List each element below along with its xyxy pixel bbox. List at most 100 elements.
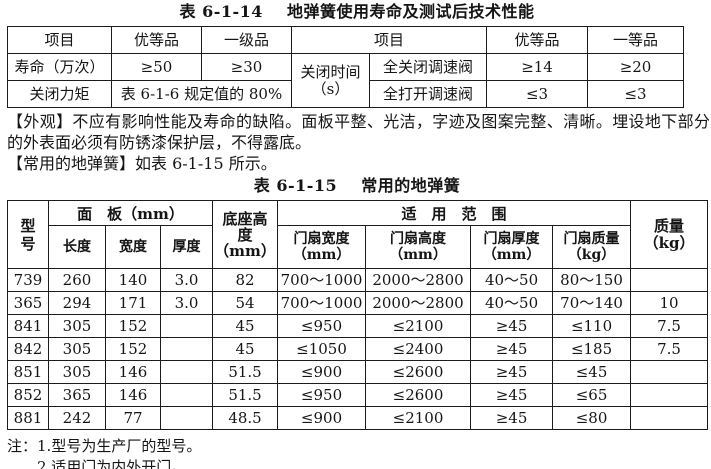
t2-header-door-width: 门扇宽度 （mm） bbox=[277, 225, 367, 269]
t2-header-mass-unit: （kg） bbox=[643, 233, 695, 252]
cell-base-height: 54 bbox=[212, 291, 279, 315]
table1-title-text: 地弹簧使用寿命及测试后技术性能 bbox=[286, 2, 535, 21]
cell-mass bbox=[630, 360, 709, 384]
cell-door-thickness: ≥45 bbox=[470, 337, 554, 361]
table-row: 851 305 146 51.5 ≤900 ≤2600 ≥45 ≤45 bbox=[7, 360, 709, 384]
cell-door-thickness: ≥45 bbox=[470, 314, 554, 338]
table-row: 842 305 152 45 ≤1050 ≤2400 ≥45 ≤185 7.5 bbox=[7, 337, 709, 361]
cell-model: 365 bbox=[7, 291, 49, 315]
table1-life-row: 寿命（万次） ≥50 ≥30 关闭时间 （s） 全关闭调速阀 ≥14 ≥20 bbox=[7, 53, 685, 108]
appearance-paragraph: 【外观】不应有影响性能及寿命的缺陷。面板平整、光洁，字迹及图案完整、清晰。埋设地… bbox=[7, 112, 710, 152]
t2-header-model: 型号 bbox=[7, 200, 49, 269]
cell-base-height: 45 bbox=[212, 337, 279, 361]
t1-valve-closed-grade: ≥20 bbox=[587, 53, 685, 81]
table1-title: 表 6-1-14 地弹簧使用寿命及测试后技术性能 bbox=[7, 2, 707, 22]
cell-model: 851 bbox=[7, 360, 49, 384]
cell-length: 242 bbox=[48, 406, 106, 430]
t1-life-premium: ≥50 bbox=[111, 53, 202, 81]
t1-valve-open-premium: ≤3 bbox=[486, 80, 589, 108]
table-row: 739 260 140 3.0 82 700～1000 2000～2800 40… bbox=[7, 268, 709, 292]
t1-header-grade-left: 一级品 bbox=[201, 26, 292, 54]
cell-door-height: ≤2100 bbox=[365, 406, 472, 430]
t2-header-door-height-label: 门扇高度 bbox=[390, 231, 447, 247]
cell-width: 152 bbox=[105, 337, 161, 361]
t1-valve-closed-label: 全关闭调速阀 bbox=[368, 53, 488, 81]
table-row: 365 294 171 3.0 54 700～1000 2000～2800 40… bbox=[7, 291, 709, 315]
cell-thickness bbox=[159, 383, 214, 407]
t2-header-door-height: 门扇高度 （mm） bbox=[365, 225, 472, 269]
t2-header-mass: 质量 （kg） bbox=[630, 200, 709, 269]
t2-header-model-label: 型号 bbox=[20, 216, 36, 253]
table2-header-row-1: 型号 面 板（mm） 底座高度 （mm） 适 用 范 围 质量 （kg） bbox=[7, 200, 709, 269]
t1-valve-closed-premium: ≥14 bbox=[486, 53, 589, 81]
table1-header-row: 项目 优等品 一级品 项目 优等品 一等品 bbox=[7, 26, 685, 54]
cell-thickness bbox=[159, 314, 214, 338]
table-row: 881 242 77 48.5 ≤900 ≤2100 ≥45 ≤80 bbox=[7, 406, 709, 430]
table-row: 841 305 152 45 ≤950 ≤2100 ≥45 ≤110 7.5 bbox=[7, 314, 709, 338]
cell-thickness: 3.0 bbox=[159, 268, 214, 292]
cell-door-thickness: ≥45 bbox=[470, 383, 554, 407]
cell-mass: 7.5 bbox=[630, 337, 709, 361]
t2-header-door-thickness-unit: （mm） bbox=[482, 247, 541, 263]
cell-door-thickness: ≥45 bbox=[470, 360, 554, 384]
t2-header-door-width-unit: （mm） bbox=[292, 247, 351, 263]
t2-header-base-unit: （mm） bbox=[214, 241, 276, 260]
cell-mass: 10 bbox=[630, 291, 709, 315]
cell-length: 260 bbox=[48, 268, 106, 292]
t1-torque-label: 关闭力矩 bbox=[7, 80, 112, 108]
t1-life-label: 寿命（万次） bbox=[7, 53, 112, 81]
cell-length: 305 bbox=[48, 337, 106, 361]
cell-thickness: 3.0 bbox=[159, 291, 214, 315]
cell-door-mass: 80～150 bbox=[552, 268, 632, 292]
cell-mass: 7.5 bbox=[630, 314, 709, 338]
cell-mass bbox=[630, 406, 709, 430]
table-6-1-14: 项目 优等品 一级品 项目 优等品 一等品 寿命（万次） ≥50 ≥30 关闭时… bbox=[7, 26, 685, 108]
footnote-prefix: 注： bbox=[7, 437, 38, 455]
cell-mass bbox=[630, 383, 709, 407]
cell-door-mass: ≤110 bbox=[552, 314, 632, 338]
footnote-1: 注：1.型号为生产厂的型号。 bbox=[7, 436, 707, 457]
table-6-1-15: 型号 面 板（mm） 底座高度 （mm） 适 用 范 围 质量 （kg） 长度 … bbox=[7, 200, 709, 430]
table2-title-text: 常用的地弹簧 bbox=[361, 176, 461, 195]
footnote-2: 2.适用门为内外开门。 bbox=[7, 457, 707, 469]
table1-title-label: 表 6-1-14 bbox=[179, 2, 263, 21]
footnotes: 注：1.型号为生产厂的型号。 2.适用门为内外开门。 bbox=[7, 436, 707, 469]
footnote-1-text: 1.型号为生产厂的型号。 bbox=[37, 437, 202, 455]
cell-base-height: 51.5 bbox=[212, 360, 279, 384]
cell-door-thickness: 40～50 bbox=[470, 268, 554, 292]
cell-door-width: ≤950 bbox=[277, 314, 367, 338]
t2-header-panel-group: 面 板（mm） bbox=[47, 200, 214, 226]
table2-title: 表 6-1-15 常用的地弹簧 bbox=[7, 176, 707, 196]
cell-model: 852 bbox=[7, 383, 49, 407]
cell-door-height: 2000～2800 bbox=[365, 291, 472, 315]
t2-header-door-thickness-label: 门扇厚度 bbox=[483, 231, 540, 247]
t1-header-premium-left: 优等品 bbox=[111, 26, 202, 54]
t2-header-width: 宽度 bbox=[105, 225, 161, 269]
t2-header-door-width-label: 门扇宽度 bbox=[293, 231, 350, 247]
t2-header-door-mass-unit: （kg） bbox=[567, 247, 616, 263]
cell-door-thickness: ≥45 bbox=[470, 406, 554, 430]
t1-life-grade: ≥30 bbox=[201, 53, 292, 81]
cell-width: 152 bbox=[105, 314, 161, 338]
cell-model: 881 bbox=[7, 406, 49, 430]
cell-length: 365 bbox=[48, 383, 106, 407]
cell-model: 841 bbox=[7, 314, 49, 338]
cell-door-width: 700～1000 bbox=[277, 268, 367, 292]
t2-header-door-mass-label: 门扇质量 bbox=[563, 231, 620, 247]
t1-header-grade-right: 一等品 bbox=[587, 26, 685, 54]
t2-header-mass-label: 质量 bbox=[654, 216, 685, 235]
t1-close-time-unit: （s） bbox=[311, 79, 350, 98]
cell-model: 842 bbox=[7, 337, 49, 361]
t2-header-door-height-unit: （mm） bbox=[389, 247, 447, 263]
cell-door-thickness: 40～50 bbox=[470, 291, 554, 315]
t1-close-time-label: 关闭时间 bbox=[300, 62, 361, 81]
cell-thickness bbox=[159, 406, 214, 430]
cell-width: 77 bbox=[105, 406, 161, 430]
cell-length: 305 bbox=[48, 314, 106, 338]
t1-header-item-left: 项目 bbox=[7, 26, 112, 54]
table2-header-row-2: 长度 宽度 厚度 门扇宽度 （mm） 门扇高度 （mm） 门扇厚度 （mm） 门… bbox=[8, 225, 708, 269]
t2-header-thickness: 厚度 bbox=[159, 225, 214, 269]
cell-base-height: 48.5 bbox=[212, 406, 279, 430]
cell-door-mass: ≤65 bbox=[552, 383, 632, 407]
cell-mass bbox=[630, 268, 709, 292]
